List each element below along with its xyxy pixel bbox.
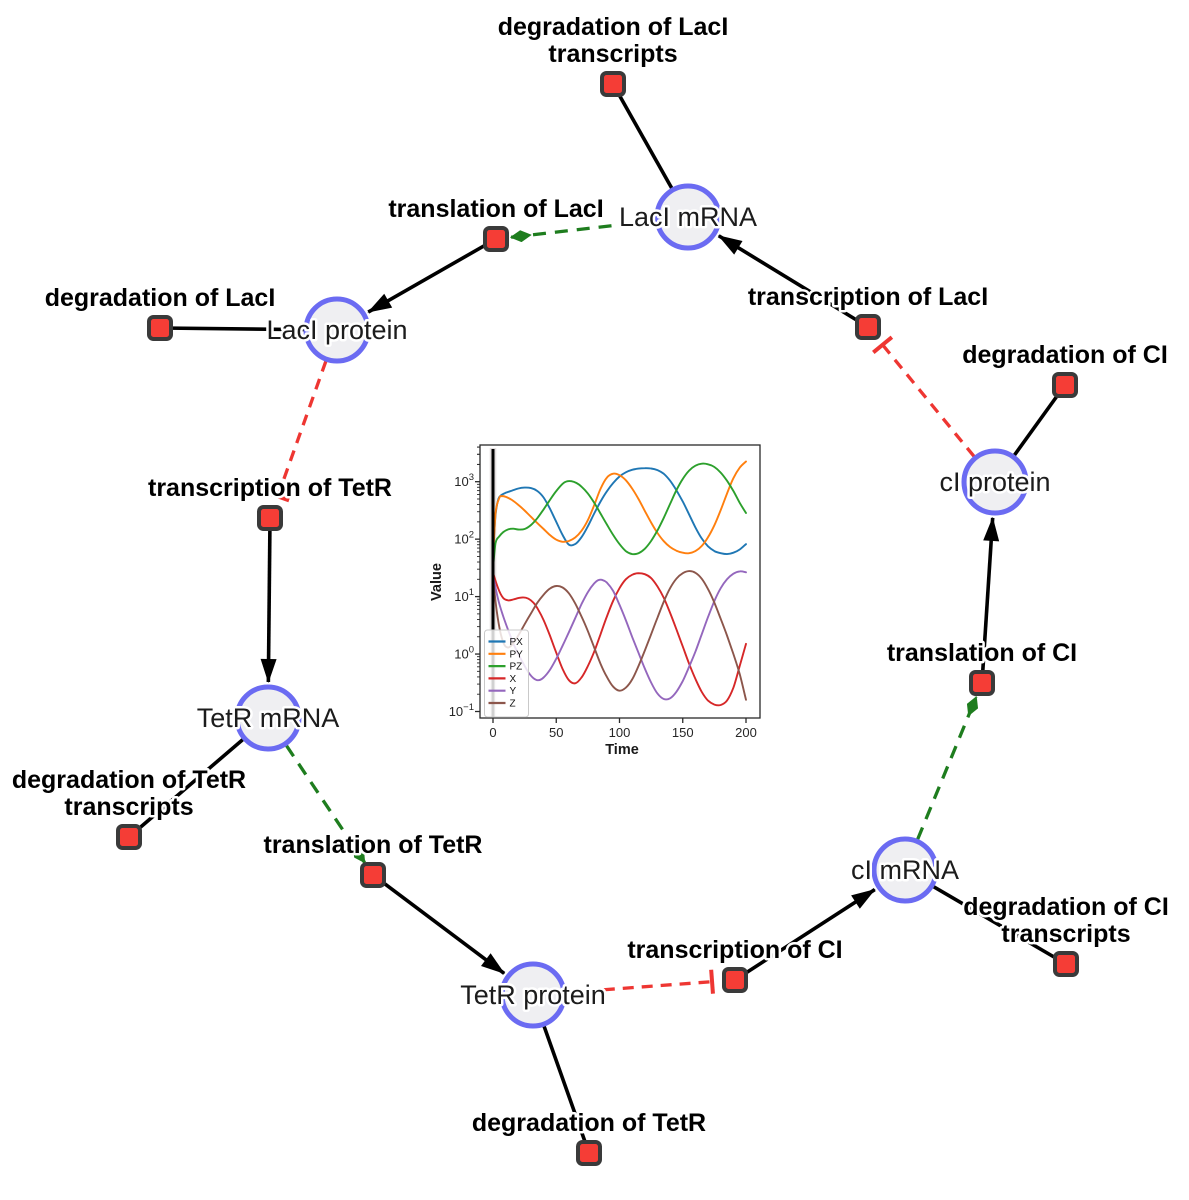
reaction-label-translation-ci-line1: translation of CI — [887, 639, 1077, 667]
legend-label-Y: Y — [510, 686, 517, 697]
reaction-label-deg-laci-line1: degradation of LacI — [45, 284, 276, 312]
y-tick-label-10e0: 100 — [454, 645, 474, 662]
reaction-node-deg-ci[interactable] — [1052, 372, 1078, 398]
edge-modifier-ci-mrna-to-translation-ci[interactable] — [916, 695, 979, 841]
species-node-ci-mrna[interactable] — [871, 836, 939, 904]
species-node-tetr-protein[interactable] — [499, 961, 567, 1029]
reaction-node-transcription-tetr[interactable] — [257, 505, 283, 531]
species-node-laci-mrna[interactable] — [654, 183, 722, 251]
x-tick-label-100: 100 — [609, 725, 631, 740]
species-label-laci-mrna: LacI mRNA — [619, 202, 757, 232]
series-line-PX — [492, 467, 747, 556]
legend-label-PY: PY — [510, 649, 524, 660]
reaction-node-transcription-laci[interactable] — [855, 314, 881, 340]
reaction-node-translation-tetr[interactable] — [360, 862, 386, 888]
series-line-PY — [492, 460, 747, 563]
y-tick-label-10e-1: 10−1 — [449, 702, 474, 719]
x-tick-label-50: 50 — [549, 725, 563, 740]
reaction-node-transcription-ci[interactable] — [722, 967, 748, 993]
edge-inhibition-laci-protein-to-transcription-tetr[interactable] — [265, 360, 328, 503]
reaction-label-deg-ci-line1: degradation of CI — [962, 341, 1168, 369]
edge-modifier-tetr-mrna-to-translation-tetr[interactable] — [284, 744, 367, 864]
edge-production-transcription-tetr-to-tetr-mrna[interactable] — [260, 517, 277, 684]
species-node-ci-protein[interactable] — [961, 448, 1029, 516]
reaction-label-transcription-tetr-line1: transcription of TetR — [148, 474, 392, 502]
labels-layer: LacI mRNA LacI protein TetR mRNA TetR prote… — [9, 11, 1171, 1140]
reaction-label-deg-ci-transcripts-line2: transcripts — [1001, 920, 1130, 948]
species-node-laci-protein[interactable] — [303, 296, 371, 364]
reaction-label-transcription-ci-line1: transcription of CI — [627, 936, 842, 964]
reaction-label-translation-tetr-line1: translation of TetR — [264, 831, 483, 859]
reaction-node-translation-laci[interactable] — [483, 226, 509, 252]
reaction-node-translation-ci[interactable] — [969, 670, 995, 696]
reaction-node-deg-tetr[interactable] — [576, 1140, 602, 1166]
reaction-label-transcription-laci-line1: transcription of LacI — [748, 283, 988, 311]
nodes-layer — [116, 71, 1079, 1166]
series-line-X — [492, 571, 747, 707]
species-node-tetr-mrna[interactable] — [234, 684, 302, 752]
species-label-tetr-mrna: TetR mRNA — [197, 703, 340, 733]
legend-label-X: X — [510, 674, 517, 685]
edge-production-translation-tetr-to-tetr-protein[interactable] — [371, 873, 506, 975]
species-label-laci-protein: LacI protein — [266, 315, 407, 345]
reaction-label-deg-tetr-transcripts-line1: degradation of TetR — [12, 766, 246, 794]
reaction-label-deg-laci-transcripts-line1: degradation of LacI — [498, 13, 729, 41]
y-tick-label-10e2: 102 — [454, 530, 474, 547]
reaction-node-deg-laci[interactable] — [147, 315, 173, 341]
y-tick-label-10e3: 103 — [454, 472, 474, 489]
edge-production-translation-ci-to-ci-protein[interactable] — [980, 516, 1000, 684]
legend-label-PZ: PZ — [510, 662, 523, 673]
reaction-node-deg-laci-transcripts[interactable] — [600, 71, 626, 97]
x-axis-title: Time — [605, 742, 639, 758]
series-line-PZ — [492, 462, 747, 571]
reaction-node-deg-tetr-transcripts[interactable] — [116, 824, 142, 850]
reaction-label-deg-ci-transcripts-line1: degradation of CI — [963, 893, 1169, 921]
species-label-ci-mrna: cI mRNA — [851, 855, 959, 885]
reaction-label-translation-laci-line1: translation of LacI — [388, 195, 603, 223]
legend-box — [484, 629, 529, 718]
y-tick-label-10e1: 101 — [454, 587, 474, 604]
edge-production-translation-laci-to-laci-protein[interactable] — [367, 237, 497, 314]
species-label-ci-protein: cI protein — [939, 467, 1050, 497]
edge-production-transcription-laci-to-laci-mrna[interactable] — [717, 234, 869, 329]
edge-inhibition-ci-protein-to-transcription-laci[interactable] — [872, 335, 976, 458]
edge-modifier-laci-mrna-to-translation-laci[interactable] — [509, 219, 656, 243]
species-label-tetr-protein: TetR protein — [460, 980, 606, 1010]
y-axis-title: Value — [429, 563, 445, 601]
series-line-Z — [492, 570, 747, 701]
legend-label-PX: PX — [510, 637, 524, 648]
reaction-label-deg-laci-transcripts-line2: transcripts — [548, 40, 677, 68]
edge-production-transcription-ci-to-ci-mrna[interactable] — [734, 888, 876, 982]
reaction-node-deg-ci-transcripts[interactable] — [1053, 951, 1079, 977]
legend-label-Z: Z — [510, 699, 516, 710]
x-tick-label-150: 150 — [672, 725, 694, 740]
reaction-label-deg-tetr-transcripts-line2: transcripts — [64, 793, 193, 821]
edge-inhibition-tetr-protein-to-transcription-ci[interactable] — [565, 969, 715, 995]
x-tick-label-0: 0 — [489, 725, 496, 740]
reaction-label-deg-tetr-line1: degradation of TetR — [472, 1109, 706, 1137]
plot-curves — [492, 460, 747, 707]
x-tick-label-200: 200 — [735, 725, 757, 740]
